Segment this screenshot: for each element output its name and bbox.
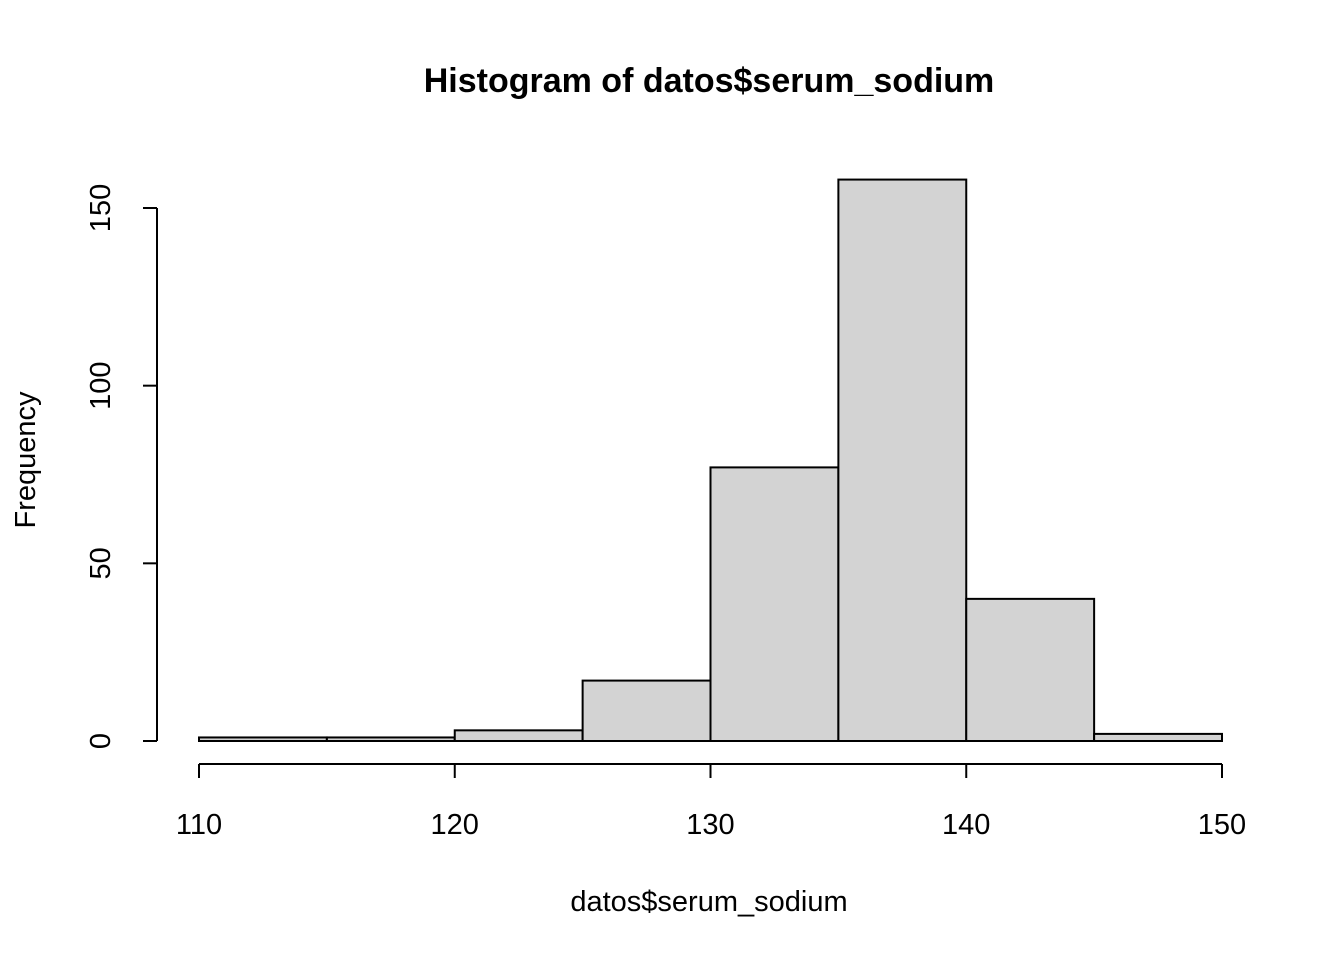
y-tick-label: 100: [85, 361, 117, 409]
chart-title: Histogram of datos$serum_sodium: [424, 62, 995, 100]
y-tick-label: 150: [85, 184, 117, 232]
x-tick-label: 150: [1198, 809, 1246, 841]
histogram-bar: [198, 736, 328, 742]
y-axis: 0 50 100 150: [85, 184, 158, 749]
y-axis-label: Frequency: [10, 391, 42, 529]
x-tick-label: 110: [176, 809, 222, 841]
x-axis-label: datos$serum_sodium: [570, 886, 847, 918]
bars-group: [198, 178, 1223, 743]
y-tick-label: 0: [85, 733, 117, 749]
histogram-bar: [837, 178, 968, 743]
histogram-bar: [453, 729, 584, 743]
x-axis: 110 120 130 140 150: [176, 763, 1246, 841]
histogram-bar: [965, 597, 1096, 742]
x-tick-label: 140: [942, 809, 990, 841]
histogram-bar: [1093, 732, 1223, 742]
histogram-bar: [581, 679, 712, 742]
histogram-bar: [709, 466, 840, 742]
histogram-bar: [325, 736, 456, 742]
x-tick-label: 120: [431, 809, 479, 841]
x-tick-label: 130: [686, 809, 734, 841]
y-tick-label: 50: [85, 547, 117, 579]
